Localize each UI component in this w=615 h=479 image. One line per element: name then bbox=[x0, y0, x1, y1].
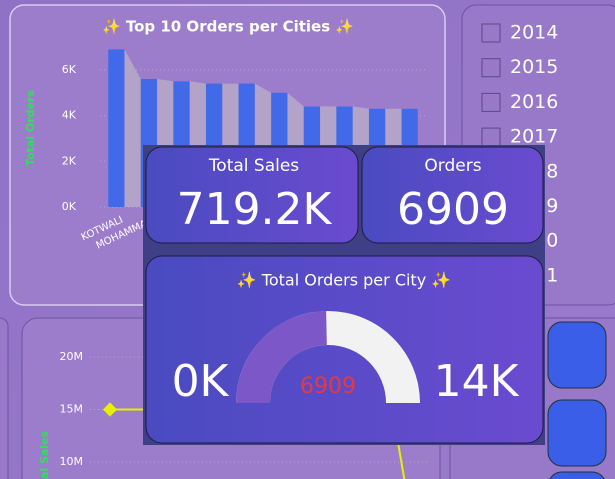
year-label: 2017 bbox=[510, 126, 558, 148]
y-tick-label: 0K bbox=[62, 200, 77, 213]
checkbox[interactable] bbox=[481, 23, 501, 43]
y-tick-label: 20M bbox=[60, 350, 84, 363]
gauge-value: 6909 bbox=[300, 374, 356, 399]
marker bbox=[102, 402, 118, 417]
year-label: 2014 bbox=[510, 22, 558, 44]
card bbox=[145, 146, 359, 244]
gauge-fill bbox=[236, 311, 327, 403]
bar bbox=[108, 49, 125, 208]
y-axis-label: Total Orders bbox=[24, 90, 37, 166]
y-tick-label: 2K bbox=[62, 154, 77, 167]
card-value: 6909 bbox=[397, 184, 509, 235]
year-label: 2015 bbox=[510, 56, 558, 78]
year-label: 2016 bbox=[510, 91, 558, 113]
checkbox[interactable] bbox=[481, 58, 501, 78]
button[interactable] bbox=[547, 321, 607, 389]
card-label: Total Sales bbox=[208, 156, 299, 176]
y-tick-label: 4K bbox=[62, 109, 77, 122]
gauge-max: 14K bbox=[434, 356, 520, 407]
card-label: Orders bbox=[424, 156, 481, 176]
chart-title: ✨ Total Orders per City ✨ bbox=[237, 271, 451, 290]
y-tick-label: 15M bbox=[60, 403, 84, 416]
button[interactable] bbox=[548, 471, 606, 479]
y-axis-label: al Sales bbox=[38, 430, 51, 479]
side-panel bbox=[0, 317, 9, 479]
y-tick-label: 6K bbox=[62, 63, 77, 76]
chart-title: ✨ Top 10 Orders per Cities ✨ bbox=[102, 18, 354, 36]
y-tick-label: 10M bbox=[60, 455, 84, 468]
gauge-min: 0K bbox=[172, 356, 230, 407]
checkbox[interactable] bbox=[481, 92, 501, 112]
card-value: 719.2K bbox=[177, 184, 333, 235]
gauge: ✨ Total Orders per City ✨ 0K 14K 6909 bbox=[172, 271, 520, 408]
card bbox=[361, 146, 544, 244]
button[interactable] bbox=[547, 399, 607, 467]
